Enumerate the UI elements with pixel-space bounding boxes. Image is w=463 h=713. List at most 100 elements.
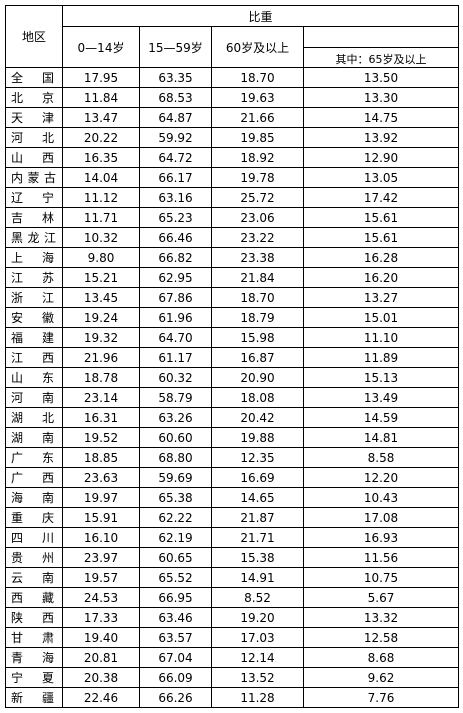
value-60-plus: 19.63 (211, 87, 304, 108)
value-0-14: 20.81 (62, 647, 140, 668)
value-15-59: 61.17 (139, 347, 212, 368)
value-0-14: 16.31 (62, 407, 140, 428)
value-0-14: 18.85 (62, 447, 140, 468)
value-65-plus: 9.62 (303, 667, 459, 688)
table-row: 内蒙古 14.04 66.17 19.78 13.05 (5, 167, 459, 188)
table-row: 浙江 13.45 67.86 18.70 13.27 (5, 287, 459, 308)
value-60-plus: 18.79 (211, 307, 304, 328)
table-row: 甘肃 19.40 63.57 17.03 12.58 (5, 627, 459, 648)
value-65-plus: 12.90 (303, 147, 459, 168)
value-0-14: 19.32 (62, 327, 140, 348)
region-cell: 湖北 (5, 407, 63, 428)
region-cell: 西藏 (5, 587, 63, 608)
header-col-15-59: 15—59岁 (139, 26, 212, 68)
value-65-plus: 10.75 (303, 567, 459, 588)
value-0-14: 20.22 (62, 127, 140, 148)
table-row: 山西 16.35 64.72 18.92 12.90 (5, 147, 459, 168)
value-15-59: 66.46 (139, 227, 212, 248)
value-15-59: 63.16 (139, 187, 212, 208)
region-cell: 甘肃 (5, 627, 63, 648)
table-row: 陕西 17.33 63.46 19.20 13.32 (5, 607, 459, 628)
value-15-59: 65.23 (139, 207, 212, 228)
value-60-plus: 18.08 (211, 387, 304, 408)
table-row: 吉林 11.71 65.23 23.06 15.61 (5, 207, 459, 228)
header-ratio: 比重 (62, 5, 459, 27)
header-col-65-blank (303, 26, 459, 48)
value-0-14: 14.04 (62, 167, 140, 188)
value-15-59: 63.26 (139, 407, 212, 428)
value-60-plus: 19.85 (211, 127, 304, 148)
value-60-plus: 19.88 (211, 427, 304, 448)
table-row: 辽宁 11.12 63.16 25.72 17.42 (5, 187, 459, 208)
region-cell: 上海 (5, 247, 63, 268)
value-15-59: 63.57 (139, 627, 212, 648)
value-65-plus: 13.50 (303, 67, 459, 88)
value-60-plus: 13.52 (211, 667, 304, 688)
region-cell: 吉林 (5, 207, 63, 228)
region-cell: 黑龙江 (5, 227, 63, 248)
table-row: 海南 19.97 65.38 14.65 10.43 (5, 487, 459, 508)
value-65-plus: 15.01 (303, 307, 459, 328)
region-cell: 陕西 (5, 607, 63, 628)
value-0-14: 11.71 (62, 207, 140, 228)
value-60-plus: 18.92 (211, 147, 304, 168)
table-row: 广西 23.63 59.69 16.69 12.20 (5, 467, 459, 488)
table-row: 湖南 19.52 60.60 19.88 14.81 (5, 427, 459, 448)
value-60-plus: 19.20 (211, 607, 304, 628)
region-cell: 安徽 (5, 307, 63, 328)
value-15-59: 61.96 (139, 307, 212, 328)
table-row: 贵州 23.97 60.65 15.38 11.56 (5, 547, 459, 568)
value-15-59: 59.92 (139, 127, 212, 148)
value-15-59: 65.38 (139, 487, 212, 508)
value-65-plus: 13.27 (303, 287, 459, 308)
header-col-0-14: 0—14岁 (62, 26, 140, 68)
value-65-plus: 13.32 (303, 607, 459, 628)
population-age-table: 地区 比重 0—14岁 15—59岁 60岁及以上 其中：65岁及以上 全国 17… (5, 5, 459, 708)
value-0-14: 11.12 (62, 187, 140, 208)
region-cell: 贵州 (5, 547, 63, 568)
value-15-59: 63.46 (139, 607, 212, 628)
value-65-plus: 14.59 (303, 407, 459, 428)
region-cell: 云南 (5, 567, 63, 588)
value-15-59: 66.26 (139, 687, 212, 708)
value-60-plus: 19.78 (211, 167, 304, 188)
region-cell: 内蒙古 (5, 167, 63, 188)
value-65-plus: 16.20 (303, 267, 459, 288)
region-cell: 福建 (5, 327, 63, 348)
value-65-plus: 15.13 (303, 367, 459, 388)
value-60-plus: 17.03 (211, 627, 304, 648)
value-65-plus: 14.75 (303, 107, 459, 128)
region-cell: 四川 (5, 527, 63, 548)
table-row: 重庆 15.91 62.22 21.87 17.08 (5, 507, 459, 528)
value-15-59: 62.22 (139, 507, 212, 528)
value-65-plus: 10.43 (303, 487, 459, 508)
value-65-plus: 15.61 (303, 207, 459, 228)
table-row: 上海 9.80 66.82 23.38 16.28 (5, 247, 459, 268)
value-65-plus: 12.58 (303, 627, 459, 648)
value-60-plus: 16.69 (211, 467, 304, 488)
value-60-plus: 21.87 (211, 507, 304, 528)
value-65-plus: 14.81 (303, 427, 459, 448)
table-row: 江苏 15.21 62.95 21.84 16.20 (5, 267, 459, 288)
region-cell: 河北 (5, 127, 63, 148)
value-65-plus: 7.76 (303, 687, 459, 708)
value-0-14: 17.33 (62, 607, 140, 628)
value-15-59: 68.53 (139, 87, 212, 108)
value-0-14: 20.38 (62, 667, 140, 688)
value-60-plus: 18.70 (211, 287, 304, 308)
header-row-top: 地区 比重 (5, 5, 459, 68)
value-65-plus: 13.49 (303, 387, 459, 408)
value-65-plus: 17.42 (303, 187, 459, 208)
table-row: 江西 21.96 61.17 16.87 11.89 (5, 347, 459, 368)
value-15-59: 66.82 (139, 247, 212, 268)
value-0-14: 15.21 (62, 267, 140, 288)
region-cell: 广西 (5, 467, 63, 488)
value-65-plus: 5.67 (303, 587, 459, 608)
value-65-plus: 8.58 (303, 447, 459, 468)
value-0-14: 21.96 (62, 347, 140, 368)
value-0-14: 13.47 (62, 107, 140, 128)
region-cell: 北京 (5, 87, 63, 108)
value-60-plus: 25.72 (211, 187, 304, 208)
table-row: 黑龙江 10.32 66.46 23.22 15.61 (5, 227, 459, 248)
value-15-59: 64.72 (139, 147, 212, 168)
